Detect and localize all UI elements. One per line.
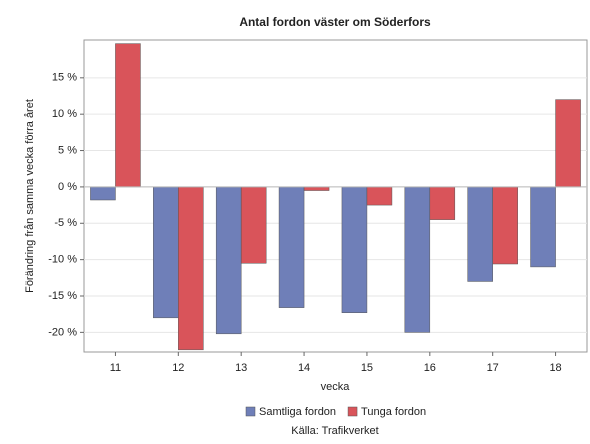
bar <box>341 186 368 313</box>
y-tick-label: -5 % <box>54 217 77 229</box>
x-axis-label: vecka <box>321 381 351 393</box>
x-tick-label: 14 <box>298 362 310 374</box>
x-tick-label: 15 <box>361 362 373 374</box>
chart-title: Antal fordon väster om Söderfors <box>239 15 431 29</box>
y-tick-label: 0 % <box>58 181 77 193</box>
bar <box>492 186 518 265</box>
bar <box>467 186 493 282</box>
bar <box>303 186 330 191</box>
source: Källa: Trafikverket <box>291 425 378 437</box>
bar <box>278 186 305 308</box>
y-tick-label: 15 % <box>52 72 77 84</box>
bar <box>178 186 204 351</box>
legend-swatch <box>245 406 256 417</box>
x-tick-label: 11 <box>110 362 121 374</box>
bar <box>90 186 116 201</box>
x-tick-label: 16 <box>424 362 436 374</box>
y-tick-label: -20 % <box>48 326 77 338</box>
y-tick-label: 10 % <box>52 108 77 120</box>
legend-label: Samtliga fordon <box>259 406 336 418</box>
y-tick-label: 5 % <box>58 144 77 156</box>
y-tick-label: -10 % <box>48 254 77 266</box>
bar <box>429 186 456 220</box>
bar <box>240 186 267 264</box>
legend-swatch <box>347 406 358 417</box>
bar <box>555 99 581 188</box>
x-tick-label: 12 <box>172 362 184 374</box>
legend-label: Tunga fordon <box>361 406 426 418</box>
x-tick-label: 17 <box>487 362 499 374</box>
bar <box>153 186 179 319</box>
x-tick-label: 18 <box>549 362 561 374</box>
bar <box>530 186 556 268</box>
x-tick-label: 13 <box>235 362 247 374</box>
bar <box>215 186 242 335</box>
y-axis-label: Förändring från samma vecka förra året <box>24 99 36 293</box>
bar <box>404 186 431 333</box>
bar <box>115 43 141 188</box>
y-tick-label: -15 % <box>48 290 77 302</box>
bar <box>366 186 393 206</box>
